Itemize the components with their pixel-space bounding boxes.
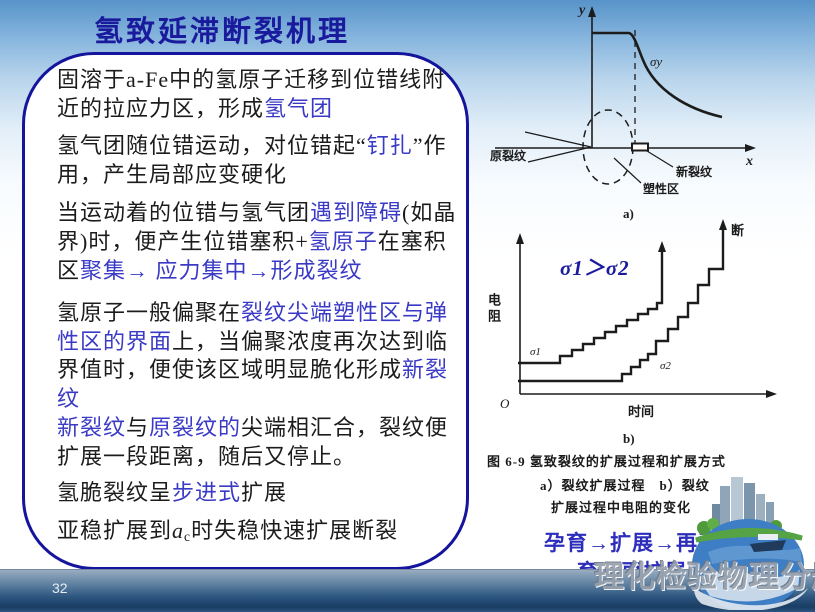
building-icon xyxy=(744,483,755,532)
fig-a-x-label: x xyxy=(745,154,753,169)
fig-b-x-arrow-icon xyxy=(766,390,777,398)
fig-a-original-crack-label: 原裂纹 xyxy=(490,148,527,163)
fig-b-sigma2-curve xyxy=(518,228,725,383)
fig-a-x-arrow-icon xyxy=(745,144,756,152)
text-line: 氢原子一般偏聚在裂纹尖端塑性区与弹 xyxy=(57,300,449,325)
building-icon xyxy=(712,504,720,532)
figure-caption-line3: 扩展过程中电阻的变化 xyxy=(551,500,692,515)
fig-a-y-arrow-icon xyxy=(588,6,596,17)
content-box: 固溶于a-Fe中的氢原子迁移到位错线附 近的拉应力区，形成氢气团 氢气团随位错运… xyxy=(22,52,469,570)
building-icon xyxy=(766,502,774,532)
building-icon xyxy=(731,477,743,532)
fig-a-leader-line xyxy=(646,150,674,168)
text-line: 氢脆裂纹呈步进式扩展 xyxy=(57,480,288,505)
fig-a-sigma-y-label: σy xyxy=(650,54,662,69)
text-line: 用，产生局部应变硬化 xyxy=(57,162,288,187)
fig-b-sigma1-arrow-icon xyxy=(658,241,666,252)
globe-landmass xyxy=(698,570,800,602)
text-line: 区聚集→ 应力集中→形成裂纹 xyxy=(57,258,363,283)
fig-b-resistance-diagram: O 时间 σ1 σ2 断 b) xyxy=(500,219,777,446)
fig-b-sigma1-label: σ1 xyxy=(530,346,541,358)
text-line: 扩展一段距离，随后又停止。 xyxy=(57,444,357,469)
globe-landmass xyxy=(708,545,802,564)
text-line: 界值时，便使该区域明显脆化形成新裂 xyxy=(57,357,449,382)
fig-a-crack-edge xyxy=(524,131,592,148)
fig-b-inequality: σ1＞σ2 xyxy=(560,256,630,280)
text-line: 氢气团随位错运动，对位错起“钉扎”作 xyxy=(57,133,447,158)
fig-a-crack-diagram: y x σy 原裂纹 新裂纹 塑性区 a) xyxy=(490,3,756,221)
fig-b-sigma1-curve xyxy=(518,250,664,365)
fig-a-stress-curve xyxy=(592,31,723,119)
fig-a-crack-edge xyxy=(527,146,592,163)
text-line: 性区的界面上，当偏聚浓度再次达到临 xyxy=(57,329,449,354)
swoosh-icon xyxy=(694,588,808,610)
fig-a-y-label: y xyxy=(577,3,586,18)
fig-a-leader-line xyxy=(613,157,642,184)
page-title: 氢致延滞断裂机理 xyxy=(94,16,351,48)
building-icon xyxy=(756,494,765,532)
fig-a-caption: a) xyxy=(623,206,634,221)
text-line: 新裂纹与原裂纹的尖端相汇合，裂纹便 xyxy=(57,415,449,440)
ship-icon xyxy=(750,540,786,552)
text-line: 近的拉应力区，形成氢气团 xyxy=(57,96,334,121)
fig-b-caption: b) xyxy=(623,431,635,446)
fig-b-origin-label: O xyxy=(500,396,510,411)
fig-b-sigma2-arrow-icon xyxy=(719,219,727,230)
page-number: 32 xyxy=(52,580,68,596)
bottom-band: 32 xyxy=(0,569,815,612)
fig-a-plastic-zone-label: 塑性区 xyxy=(643,181,679,196)
ship-deck xyxy=(758,534,778,540)
fig-b-x-axis-label: 时间 xyxy=(628,404,654,419)
text-line: 亚稳扩展到ac时失稳快速扩展断裂 xyxy=(57,518,399,544)
globe-city-graphic xyxy=(692,477,808,610)
fig-a-new-crack-mark xyxy=(631,142,649,152)
watermark-text: 理化检验物理分册 xyxy=(594,561,815,594)
text-line: 当运动着的位错与氢气团遇到障碍(如晶 xyxy=(57,200,457,225)
fig-b-sigma2-label: σ2 xyxy=(660,360,671,372)
tree-icon xyxy=(707,518,719,530)
text-line: 界)时，便产生位错塞积+氢原子在塞积 xyxy=(57,229,447,254)
process-flow-line1: 孕育→扩展→再孕 xyxy=(544,531,720,555)
figure-caption-line2: a）裂纹扩展过程 b）裂纹 xyxy=(540,478,710,493)
building-icon xyxy=(720,486,730,532)
text-line: 固溶于a-Fe中的氢原子迁移到位错线附 xyxy=(57,67,446,92)
text-line: 纹 xyxy=(57,386,81,411)
figure-caption-line1: 图 6-9 氢致裂纹的扩展过程和扩展方式 xyxy=(487,454,726,469)
globe-green-rim xyxy=(695,527,803,543)
fig-b-fracture-label: 断 xyxy=(731,223,744,238)
fig-b-y-arrow-icon xyxy=(516,233,524,244)
fig-a-new-crack-label: 新裂纹 xyxy=(676,164,713,179)
fig-b-y-axis-label: 电阻 xyxy=(486,293,501,325)
